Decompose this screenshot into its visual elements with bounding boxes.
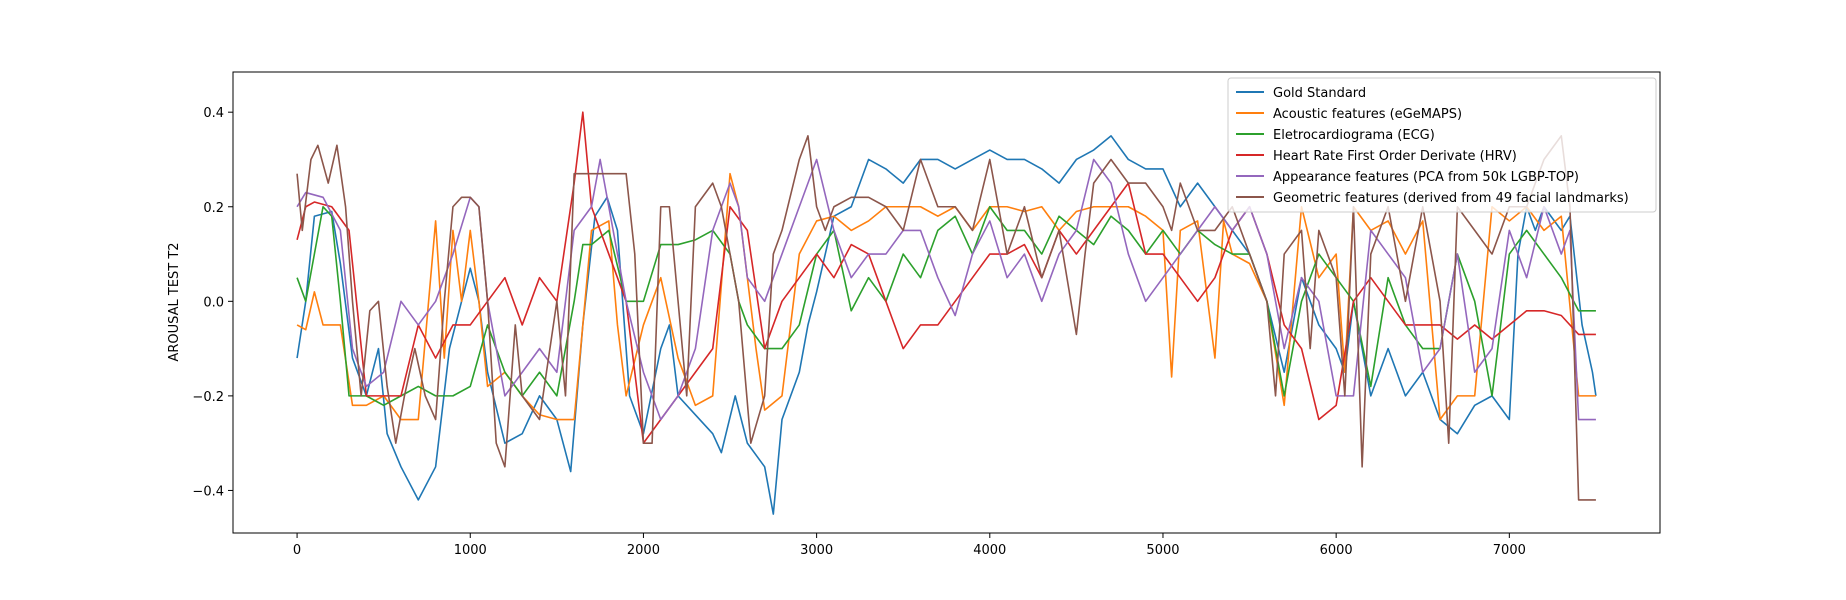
series-line-4 [296, 158, 1596, 421]
series-line-5 [296, 135, 1596, 501]
legend-label: Gold Standard [1273, 86, 1366, 101]
x-tick-label: 7000 [1493, 543, 1526, 558]
y-tick-label: −0.2 [192, 390, 224, 405]
series-line-1 [296, 172, 1596, 421]
y-tick-label: −0.4 [192, 484, 224, 499]
x-axis: 0 1000 2000 3000 4000 5000 6000 7000 [293, 533, 1526, 558]
y-tick-label: 0.0 [203, 295, 224, 310]
y-axis: −0.4 −0.2 0.0 0.2 0.4 [192, 106, 233, 499]
x-tick-label: 3000 [800, 543, 833, 558]
y-tick-label: 0.2 [203, 201, 224, 216]
legend-label: Eletrocardiograma (ECG) [1273, 128, 1435, 143]
series-line-2 [296, 205, 1596, 407]
plot-frame [232, 71, 1661, 534]
legend-label: Appearance features (PCA from 50k LGBP-T… [1273, 170, 1579, 185]
legend: Gold Standard Acoustic features (eGeMAPS)… [1227, 77, 1657, 213]
x-tick-label: 6000 [1320, 543, 1353, 558]
x-tick-label: 4000 [973, 543, 1006, 558]
series-layer [296, 111, 1597, 515]
y-axis-label: AROUSAL TEST T2 [167, 242, 182, 361]
x-tick-label: 5000 [1146, 543, 1179, 558]
x-tick-label: 2000 [627, 543, 660, 558]
legend-label: Acoustic features (eGeMAPS) [1273, 107, 1462, 122]
x-tick-label: 1000 [454, 543, 487, 558]
legend-label: Heart Rate First Order Derivate (HRV) [1273, 149, 1517, 164]
legend-label: Geometric features (derived from 49 faci… [1273, 191, 1629, 206]
x-tick-label: 0 [293, 543, 301, 558]
y-tick-label: 0.4 [203, 106, 224, 121]
series-line-3 [296, 111, 1596, 444]
legend-box [1227, 77, 1657, 213]
